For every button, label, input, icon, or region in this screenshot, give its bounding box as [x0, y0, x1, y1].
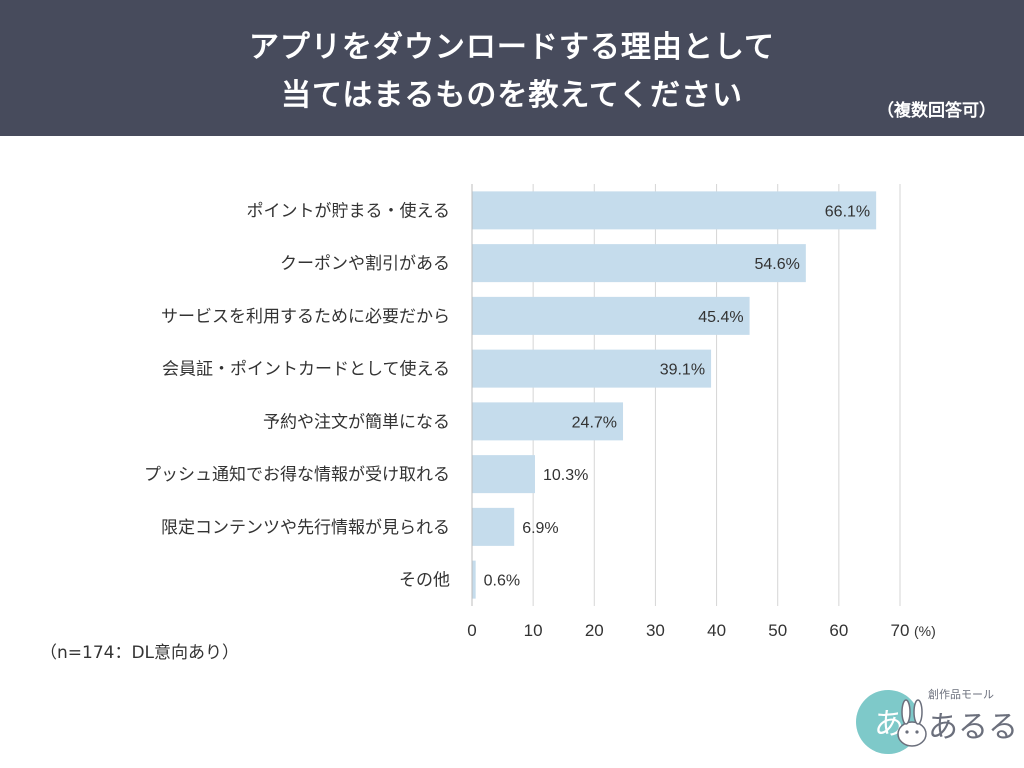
bar [472, 296, 750, 335]
x-tick-label: 40 [707, 621, 726, 640]
rabbit-icon [897, 721, 927, 747]
x-tick-label: 50 [768, 621, 787, 640]
category-label: 会員証・ポイントカードとして使える [162, 359, 450, 380]
category-label: クーポンや割引がある [280, 254, 450, 274]
value-label: 0.6% [484, 573, 520, 590]
bar [472, 191, 877, 230]
brand-logo: あ [856, 690, 927, 754]
category-label: その他 [399, 571, 450, 591]
bar [472, 455, 535, 494]
title-line-2: 当てはまるものを教えてください [281, 78, 743, 113]
x-tick-label: 0 [467, 621, 476, 640]
category-label: 予約や注文が簡単になる [263, 412, 450, 432]
value-label: 54.6% [754, 256, 799, 273]
x-tick-label: 70 [891, 621, 910, 640]
category-label: ポイントが貯まる・使える [247, 200, 451, 221]
value-label: 24.7% [572, 414, 617, 431]
sample-size-note: （n=174：DL意向あり） [40, 643, 240, 663]
x-tick-label: 30 [646, 621, 665, 640]
header-banner: アプリをダウンロードする理由として 当てはまるものを教えてください （複数回答可… [0, 0, 1024, 136]
value-label: 39.1% [660, 362, 705, 379]
logo-subtext: 創作品モール [928, 688, 994, 701]
bar [472, 244, 806, 283]
x-unit-label: (%) [914, 623, 936, 639]
x-tick-label: 10 [524, 621, 543, 640]
bar [472, 349, 712, 388]
bar [472, 402, 624, 441]
category-label: サービスを利用するために必要だから [161, 307, 450, 327]
value-label: 6.9% [522, 520, 558, 537]
bar [472, 560, 476, 599]
logo-wordmark: あるる [928, 710, 1018, 745]
multiple-answer-note: （複数回答可） [877, 101, 996, 121]
bar [472, 507, 515, 546]
x-tick-label: 60 [829, 621, 848, 640]
category-label: 限定コンテンツや先行情報が見られる [161, 518, 450, 538]
title-line-1: アプリをダウンロードする理由として [248, 30, 776, 65]
value-label: 45.4% [698, 309, 743, 326]
category-label: プッシュ通知でお得な情報が受け取れる [144, 465, 450, 485]
value-label: 66.1% [825, 203, 870, 220]
x-tick-label: 20 [585, 621, 604, 640]
value-label: 10.3% [543, 467, 588, 484]
